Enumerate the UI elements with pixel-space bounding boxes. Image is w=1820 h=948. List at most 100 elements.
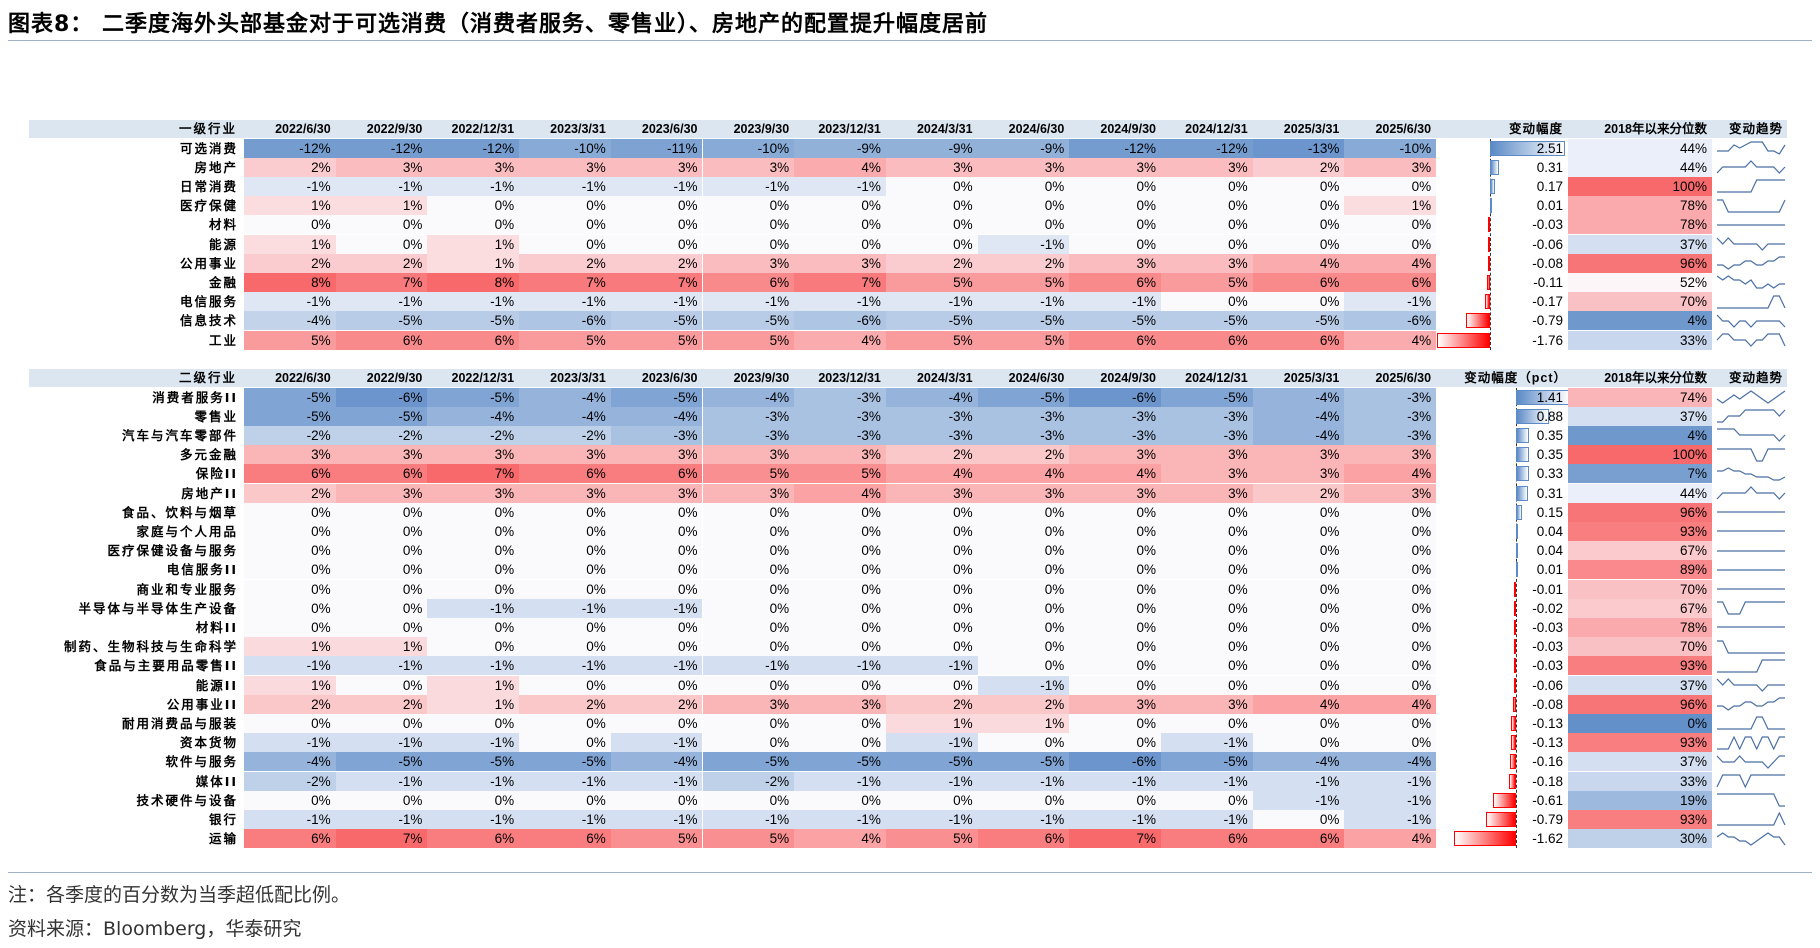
data-cell: -5% [885, 752, 978, 772]
percentile-cell: 30% [1568, 829, 1712, 849]
data-cell: -10% [702, 138, 795, 158]
sparkline-path [1717, 697, 1785, 711]
data-cell: 2% [244, 694, 336, 714]
change-value: -0.03 [1532, 658, 1563, 674]
data-cell: 3% [794, 445, 886, 465]
header-date: 2025/6/30 [1375, 371, 1432, 385]
data-cell: 0% [702, 637, 795, 657]
data-cell: -1% [519, 809, 611, 829]
data-cell: -3% [1161, 425, 1253, 445]
data-cell: 0% [1069, 733, 1161, 753]
data-cell: 1% [977, 713, 1070, 733]
trend-sparkline [1716, 831, 1786, 846]
data-cell: 0% [519, 733, 611, 753]
data-cell: -5% [427, 752, 520, 772]
data-cell: 0% [335, 215, 428, 235]
data-cell: 2% [519, 253, 611, 273]
data-cell: 0% [610, 502, 703, 522]
change-bar [1509, 773, 1516, 789]
trend-sparkline [1716, 754, 1785, 769]
data-cell: 0% [1344, 502, 1437, 522]
sparkline-path [1717, 179, 1785, 193]
percentile-cell: 78% [1568, 215, 1712, 235]
trend-sparkline [1717, 294, 1786, 309]
data-cell: 0% [977, 579, 1070, 599]
data-cell: 3% [885, 483, 978, 503]
data-cell: -5% [427, 387, 520, 407]
data-cell: 0% [610, 579, 703, 599]
percentile-cell: 44% [1568, 483, 1712, 503]
data-cell: -1% [427, 809, 520, 829]
change-bar [1516, 466, 1529, 482]
row-label: 工业 [208, 332, 238, 348]
data-cell: 0% [1069, 502, 1161, 522]
data-cell: 6% [244, 829, 336, 849]
change-value: -0.13 [1532, 735, 1563, 751]
sparkline-path [1717, 793, 1785, 807]
header-date: 2022/6/30 [275, 122, 331, 136]
header-date: 2022/9/30 [366, 371, 423, 385]
data-cell: 0% [335, 790, 428, 810]
change-value: -0.03 [1532, 639, 1563, 655]
data-cell: 0% [794, 502, 886, 522]
data-cell: 1% [244, 234, 336, 254]
data-cell: -4% [519, 406, 611, 426]
percentile-cell: 37% [1568, 752, 1712, 772]
percentile-cell: 93% [1568, 733, 1712, 753]
change-bar [1487, 255, 1490, 271]
data-cell: 0% [519, 215, 611, 235]
data-cell: 0% [1344, 541, 1437, 561]
data-cell: 0% [1161, 617, 1253, 637]
data-cell: 0% [1344, 617, 1437, 637]
data-cell: 0% [702, 521, 795, 541]
data-cell: 0% [1069, 196, 1161, 216]
figure-title: 图表8： 二季度海外头部基金对于可选消费（消费者服务、零售业）、房地产的配置提升… [8, 12, 988, 37]
source-note: 资料来源：Bloomberg，华泰研究 [8, 918, 302, 940]
data-cell: -1% [794, 656, 886, 676]
data-cell: 6% [1344, 272, 1437, 292]
change-value: -0.08 [1532, 255, 1563, 271]
change-bar [1516, 523, 1518, 539]
data-cell: 0% [427, 215, 520, 235]
data-cell: 1% [244, 637, 336, 657]
data-cell: -1% [1344, 809, 1437, 829]
change-value: -0.79 [1532, 811, 1563, 827]
change-value: 0.35 [1536, 447, 1563, 463]
data-cell: -4% [885, 387, 978, 407]
data-cell: -5% [702, 311, 795, 331]
data-cell: 5% [977, 272, 1070, 292]
data-cell: 0% [519, 617, 611, 637]
change-bar [1490, 178, 1496, 194]
data-cell: -3% [1344, 387, 1437, 407]
data-cell: -1% [1344, 790, 1437, 810]
sparkline-path [1716, 774, 1785, 789]
data-cell: 0% [1161, 675, 1253, 695]
data-cell: 3% [1161, 483, 1253, 503]
data-cell: 0% [794, 215, 886, 235]
row-label: 保险II [195, 466, 238, 482]
row-label: 媒体II [195, 773, 238, 789]
header-date: 2022/9/30 [366, 122, 423, 136]
data-cell: 0% [1069, 579, 1161, 599]
data-cell: 0% [1252, 579, 1345, 599]
change-value: -0.79 [1532, 313, 1563, 329]
data-cell: 2% [610, 694, 703, 714]
data-cell: -3% [1161, 406, 1253, 426]
trend-sparkline [1717, 811, 1786, 826]
data-cell: -1% [335, 292, 428, 312]
data-cell: 0% [610, 196, 703, 216]
row-label: 医疗保健设备与服务 [107, 543, 238, 559]
change-value: 0.04 [1536, 523, 1563, 539]
percentile-cell: 37% [1568, 675, 1712, 695]
trend-sparkline [1717, 716, 1785, 730]
data-cell: 0% [977, 502, 1070, 522]
row-label: 半导体与半导体生产设备 [78, 600, 238, 616]
change-bar [1514, 600, 1516, 616]
data-cell: -4% [1252, 752, 1345, 772]
data-cell: 3% [610, 445, 703, 465]
data-cell: 0% [1252, 713, 1345, 733]
trend-sparkline [1716, 160, 1786, 175]
data-cell: 0% [427, 541, 520, 561]
data-cell: -5% [244, 387, 336, 407]
data-cell: 0% [1069, 521, 1161, 541]
